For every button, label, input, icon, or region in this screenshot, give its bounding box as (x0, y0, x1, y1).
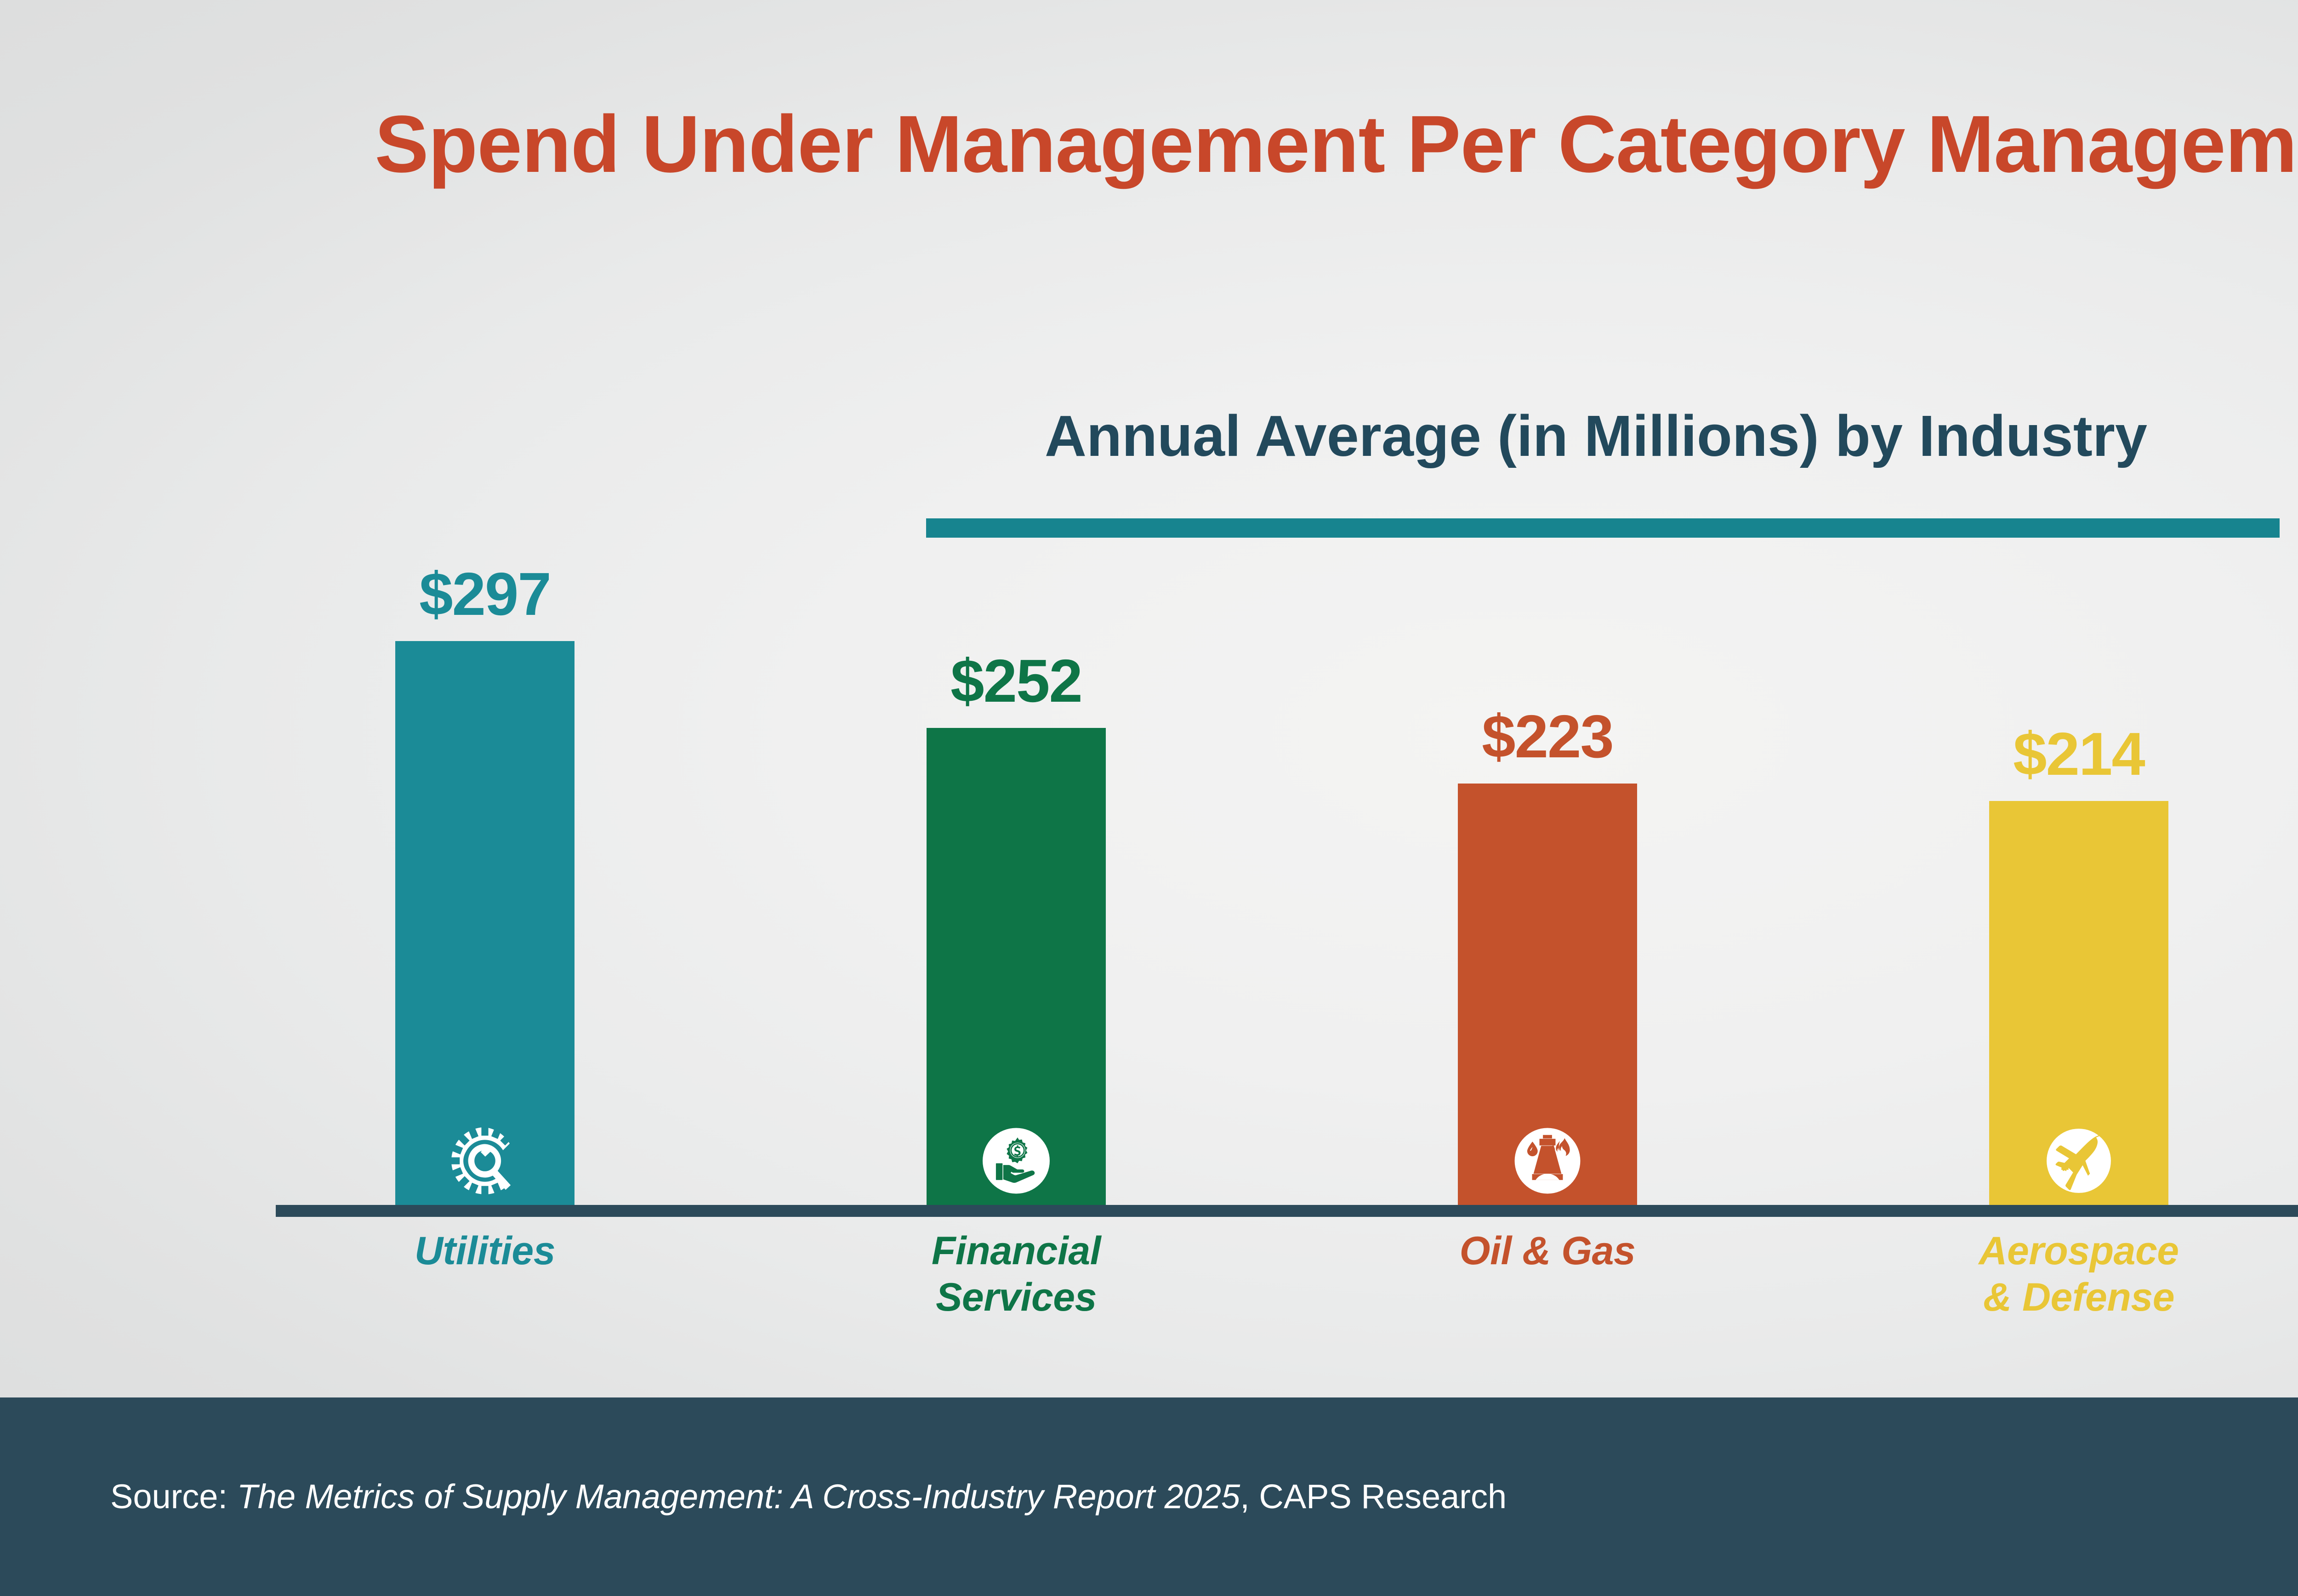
bar-group-aerospace-defense: $214 (1989, 724, 2168, 1213)
bar-rect (1458, 784, 1637, 1213)
bar-rect (927, 728, 1106, 1213)
bar-value-label: $297 (419, 560, 552, 628)
source-suffix: , CAPS Research (1240, 1477, 1507, 1516)
subtitle-underline-rule (926, 518, 2280, 538)
category-label: Utilities (219, 1228, 751, 1274)
hand-holding-dollar-gear-icon (981, 1126, 1051, 1196)
chart-subtitle: Annual Average (in Millions) by Industry (1045, 403, 2147, 468)
gear-wrench-icon (450, 1126, 520, 1196)
category-axis-labels: Utilities Financial Services Oil & Gas Aeros… (276, 1228, 2298, 1380)
oil-derrick-icon (1513, 1126, 1582, 1196)
category-label-line: Services (936, 1275, 1097, 1320)
bar-chart: $297 (276, 542, 2298, 1213)
category-label-line: Financial (931, 1229, 1101, 1273)
source-report-title: The Metrics of Supply Management: A Cros… (237, 1477, 1240, 1516)
bar-group-financial-services: $252 (927, 651, 1106, 1213)
fighter-jet-icon (2044, 1126, 2114, 1196)
source-citation: Source: The Metrics of Supply Management… (110, 1477, 1507, 1517)
bar-rect (1989, 801, 2168, 1213)
bar-value-label: $223 (1482, 703, 1614, 770)
category-label-line: & Defense (1983, 1275, 2175, 1320)
bar-value-label: $252 (950, 647, 1083, 715)
category-label-line: Aerospace (1979, 1229, 2179, 1273)
page-title: Spend Under Management Per Category Mana… (375, 99, 2298, 189)
bar-group-oil-gas: $223 (1458, 706, 1637, 1213)
category-label: Oil & Gas (1282, 1228, 1813, 1274)
category-label-line: Oil & Gas (1459, 1229, 1636, 1273)
bar-group-utilities: $297 (395, 564, 574, 1213)
source-prefix: Source: (110, 1477, 237, 1516)
chart-baseline-axis (276, 1205, 2298, 1217)
category-label-line: Utilities (414, 1229, 556, 1273)
bar-value-label: $214 (2013, 720, 2145, 788)
footer-bar: Source: The Metrics of Supply Management… (0, 1397, 2298, 1596)
category-label: Aerospace & Defense (1813, 1228, 2298, 1321)
bar-rect (395, 641, 574, 1213)
category-label: Financial Services (751, 1228, 1282, 1321)
